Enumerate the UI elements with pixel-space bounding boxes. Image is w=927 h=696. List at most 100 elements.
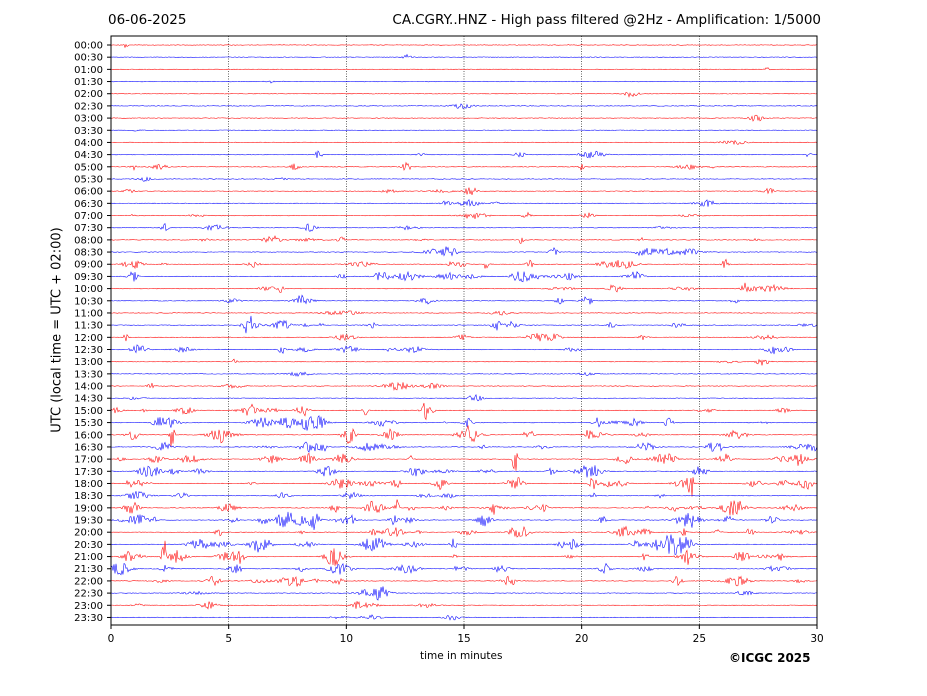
y-tick-label: 07:30 <box>74 223 103 234</box>
y-tick-label: 17:30 <box>74 467 103 478</box>
trace-06:30 <box>110 199 818 207</box>
y-tick-label: 03:30 <box>74 126 103 137</box>
trace-09:00 <box>110 258 818 270</box>
trace-20:00 <box>110 525 817 538</box>
y-tick-label: 02:30 <box>74 101 103 112</box>
x-tick-label-20: 20 <box>575 633 588 645</box>
x-tick-label-0: 0 <box>108 633 115 645</box>
x-tick-label-10: 10 <box>340 633 353 645</box>
y-tick-label: 01:00 <box>74 65 103 76</box>
trace-19:30 <box>110 511 818 531</box>
trace-08:30 <box>110 246 818 257</box>
trace-13:30 <box>110 371 818 377</box>
trace-16:30 <box>110 441 818 453</box>
y-tick-label: 19:30 <box>74 516 103 527</box>
x-axis-label: time in minutes <box>420 650 503 662</box>
trace-13:00 <box>110 358 818 366</box>
trace-02:00 <box>110 92 818 98</box>
trace-05:00 <box>110 161 817 171</box>
y-tick-label: 11:30 <box>74 321 103 332</box>
trace-01:00 <box>110 67 818 71</box>
x-tick-label-25: 25 <box>693 633 706 645</box>
y-tick-label: 16:00 <box>74 430 103 441</box>
y-tick-label: 06:00 <box>74 187 103 198</box>
y-tick-label: 11:00 <box>74 308 103 319</box>
y-tick-label: 08:00 <box>74 235 103 246</box>
y-tick-label: 07:00 <box>74 211 103 222</box>
trace-10:00 <box>110 282 818 293</box>
y-tick-label: 22:00 <box>74 576 103 587</box>
y-tick-label: 20:00 <box>74 528 103 539</box>
y-tick-label: 12:00 <box>74 333 103 344</box>
y-tick-label: 05:30 <box>74 174 103 185</box>
date-label: 06-06-2025 <box>108 12 187 28</box>
y-tick-label: 17:00 <box>74 455 103 466</box>
trace-18:30 <box>110 491 818 499</box>
x-tick-label-30: 30 <box>810 633 823 645</box>
x-tick-label-5: 5 <box>225 633 232 645</box>
y-tick-label: 04:30 <box>74 150 103 161</box>
y-tick-label: 19:00 <box>74 503 103 514</box>
x-tick-label-15: 15 <box>457 633 470 645</box>
trace-01:30 <box>110 80 818 84</box>
y-tick-label: 03:00 <box>74 114 103 125</box>
trace-22:00 <box>110 575 818 587</box>
trace-06:00 <box>110 187 818 195</box>
trace-04:30 <box>111 150 818 159</box>
trace-10:30 <box>110 294 818 305</box>
trace-02:30 <box>110 103 818 109</box>
trace-12:30 <box>110 344 818 355</box>
trace-07:00 <box>111 211 818 220</box>
chart-title: CA.CGRY..HNZ - High pass filtered @2Hz -… <box>392 12 821 28</box>
trace-07:30 <box>110 223 818 232</box>
vertical-gridlines <box>228 36 700 625</box>
plot-frame <box>110 35 818 626</box>
y-axis-label: UTC (local time = UTC + 02:00) <box>49 227 65 433</box>
trace-17:30 <box>110 465 817 478</box>
trace-03:00 <box>110 114 818 122</box>
trace-11:00 <box>110 310 818 316</box>
y-tick-label: 10:00 <box>74 284 103 295</box>
trace-19:00 <box>110 499 818 516</box>
y-tick-label: 02:00 <box>74 89 103 100</box>
y-tick-label: 15:30 <box>74 418 103 429</box>
trace-20:30 <box>110 534 818 555</box>
copyright-label: ©ICGC 2025 <box>729 651 811 665</box>
trace-00:00 <box>110 43 818 49</box>
y-tick-label: 14:30 <box>74 394 103 405</box>
y-tick-label: 12:30 <box>74 345 103 356</box>
y-tick-label: 23:30 <box>74 613 103 624</box>
trace-15:30 <box>110 415 818 431</box>
x-axis-ticks: 0 5 10 15 20 25 30 <box>108 625 824 645</box>
trace-15:00 <box>110 402 817 421</box>
y-tick-label: 06:30 <box>74 199 103 210</box>
y-tick-label: 09:00 <box>74 260 103 271</box>
y-tick-label: 18:30 <box>74 491 103 502</box>
y-tick-label: 08:30 <box>74 248 103 259</box>
trace-14:00 <box>110 381 818 391</box>
y-tick-label: 23:00 <box>74 601 103 612</box>
y-tick-label: 10:30 <box>74 296 103 307</box>
trace-22:30 <box>110 586 818 601</box>
y-tick-label: 05:00 <box>74 162 103 173</box>
trace-16:00 <box>110 424 818 447</box>
y-tick-label: 21:00 <box>74 552 103 563</box>
trace-08:00 <box>110 235 818 244</box>
trace-23:00 <box>110 601 818 610</box>
y-tick-label: 15:00 <box>74 406 103 417</box>
trace-21:30 <box>110 562 817 576</box>
trace-03:30 <box>110 129 817 132</box>
trace-14:30 <box>110 394 818 402</box>
trace-09:30 <box>110 270 818 283</box>
y-tick-label: 22:30 <box>74 589 103 600</box>
y-tick-label: 20:30 <box>74 540 103 551</box>
y-tick-label: 01:30 <box>74 77 103 88</box>
trace-04:00 <box>110 140 818 145</box>
y-tick-label: 04:00 <box>74 138 103 149</box>
trace-05:30 <box>110 176 818 182</box>
trace-11:30 <box>110 315 818 334</box>
trace-18:00 <box>110 477 818 497</box>
seismogram-traces <box>110 43 818 621</box>
y-tick-label: 18:00 <box>74 479 103 490</box>
